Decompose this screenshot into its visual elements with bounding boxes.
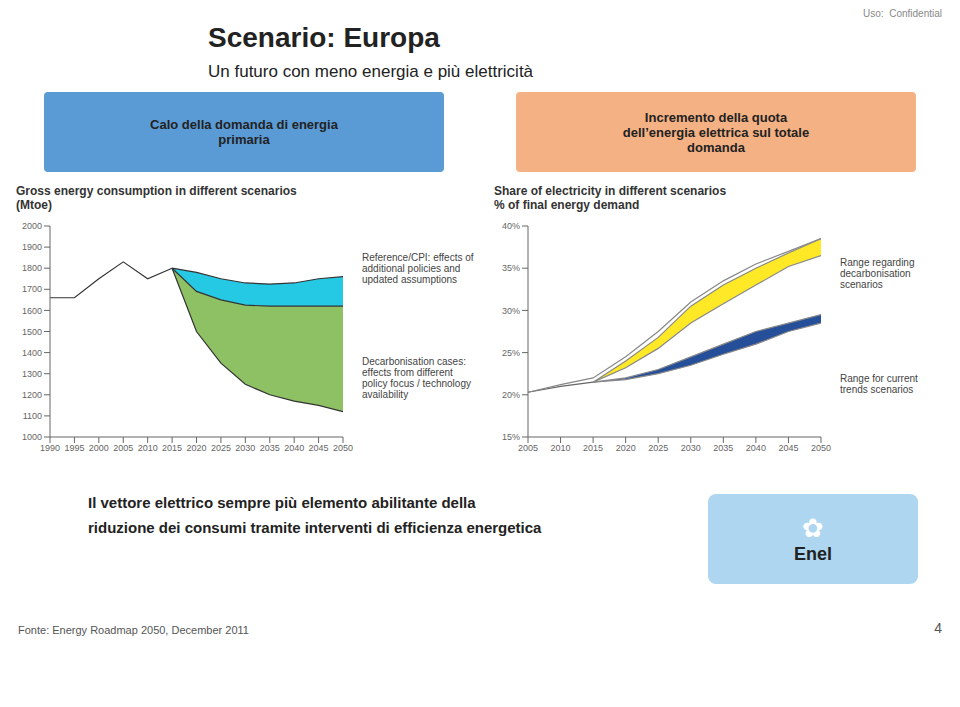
html-text:Share of electricity in differ: Share of electricity in different scenar… <box>494 184 727 212</box>
svg-text:2005: 2005 <box>518 443 538 453</box>
svg-text:35%: 35% <box>502 263 520 273</box>
svg-text:2005: 2005 <box>113 443 133 453</box>
svg-text:2010: 2010 <box>551 443 571 453</box>
svg-text:2015: 2015 <box>162 443 182 453</box>
svg-text:40%: 40% <box>502 221 520 231</box>
svg-text:1900: 1900 <box>22 242 42 252</box>
svg-text:2035: 2035 <box>260 443 280 453</box>
svg-text:1500: 1500 <box>22 327 42 337</box>
svg-text:2045: 2045 <box>309 443 329 453</box>
svg-text:1000: 1000 <box>22 432 42 442</box>
svg-text:1400: 1400 <box>22 348 42 358</box>
svg-text:2040: 2040 <box>746 443 766 453</box>
svg-text:2050: 2050 <box>811 443 831 453</box>
svg-text:1800: 1800 <box>22 263 42 273</box>
html-text:Range regarding decarbonisatio: Range regarding decarbonisation scenario… <box>840 257 915 291</box>
svg-text:1700: 1700 <box>22 284 42 294</box>
html-text:4: 4 <box>934 620 942 636</box>
svg-text:1600: 1600 <box>22 306 42 316</box>
svg-text:20%: 20% <box>502 390 520 400</box>
html-text:Decarbonisation cases: effects: Decarbonisation cases: effects from diff… <box>362 356 471 401</box>
svg-text:2030: 2030 <box>681 443 701 453</box>
svg-text:2030: 2030 <box>235 443 255 453</box>
svg-text:1200: 1200 <box>22 390 42 400</box>
svg-text:1995: 1995 <box>64 443 84 453</box>
svg-text:15%: 15% <box>502 432 520 442</box>
svg-text:2020: 2020 <box>616 443 636 453</box>
svg-text:2035: 2035 <box>713 443 733 453</box>
html-text:Incremento della quota dell’en: Incremento della quota dell’energia elet… <box>622 109 810 155</box>
html-text:Uso: Confidential: Uso: Confidential <box>863 8 942 19</box>
svg-text:1990: 1990 <box>40 443 60 453</box>
html-text:Range for current trends scena: Range for current trends scenarios <box>840 372 918 395</box>
svg-text:2000: 2000 <box>22 221 42 231</box>
svg-text:1300: 1300 <box>22 369 42 379</box>
html-text:Enel: Enel <box>794 544 832 564</box>
html-text:Un futuro con meno energia e p: Un futuro con meno energia e più elettri… <box>208 62 534 81</box>
svg-text:30%: 30% <box>502 306 520 316</box>
html-text:Il vettore elettrico sempre pi: Il vettore elettrico sempre più elemento… <box>88 494 476 511</box>
svg-text:2010: 2010 <box>138 443 158 453</box>
svg-text:2020: 2020 <box>186 443 206 453</box>
html-text:Gross energy consumption in di: Gross energy consumption in different sc… <box>16 184 297 212</box>
svg-text:2045: 2045 <box>778 443 798 453</box>
html-text:Scenario: Europa: Scenario: Europa <box>208 22 440 53</box>
svg-text:2050: 2050 <box>333 443 353 453</box>
html-text:Reference/CPI: effects of addi: Reference/CPI: effects of additional pol… <box>362 251 474 285</box>
svg-text:2000: 2000 <box>89 443 109 453</box>
svg-text:25%: 25% <box>502 348 520 358</box>
svg-text:2025: 2025 <box>648 443 668 453</box>
svg-text:2040: 2040 <box>284 443 304 453</box>
svg-text:1100: 1100 <box>23 411 42 421</box>
html-text:Calo della domanda di energia: Calo della domanda di energia primaria <box>150 117 338 147</box>
html-text:Fonte: Energy Roadmap 2050, De: Fonte: Energy Roadmap 2050, December 201… <box>18 624 249 636</box>
html-text:riduzione dei consumi tramite: riduzione dei consumi tramite interventi… <box>88 519 542 536</box>
svg-text:2015: 2015 <box>583 443 603 453</box>
svg-text:2025: 2025 <box>211 443 231 453</box>
